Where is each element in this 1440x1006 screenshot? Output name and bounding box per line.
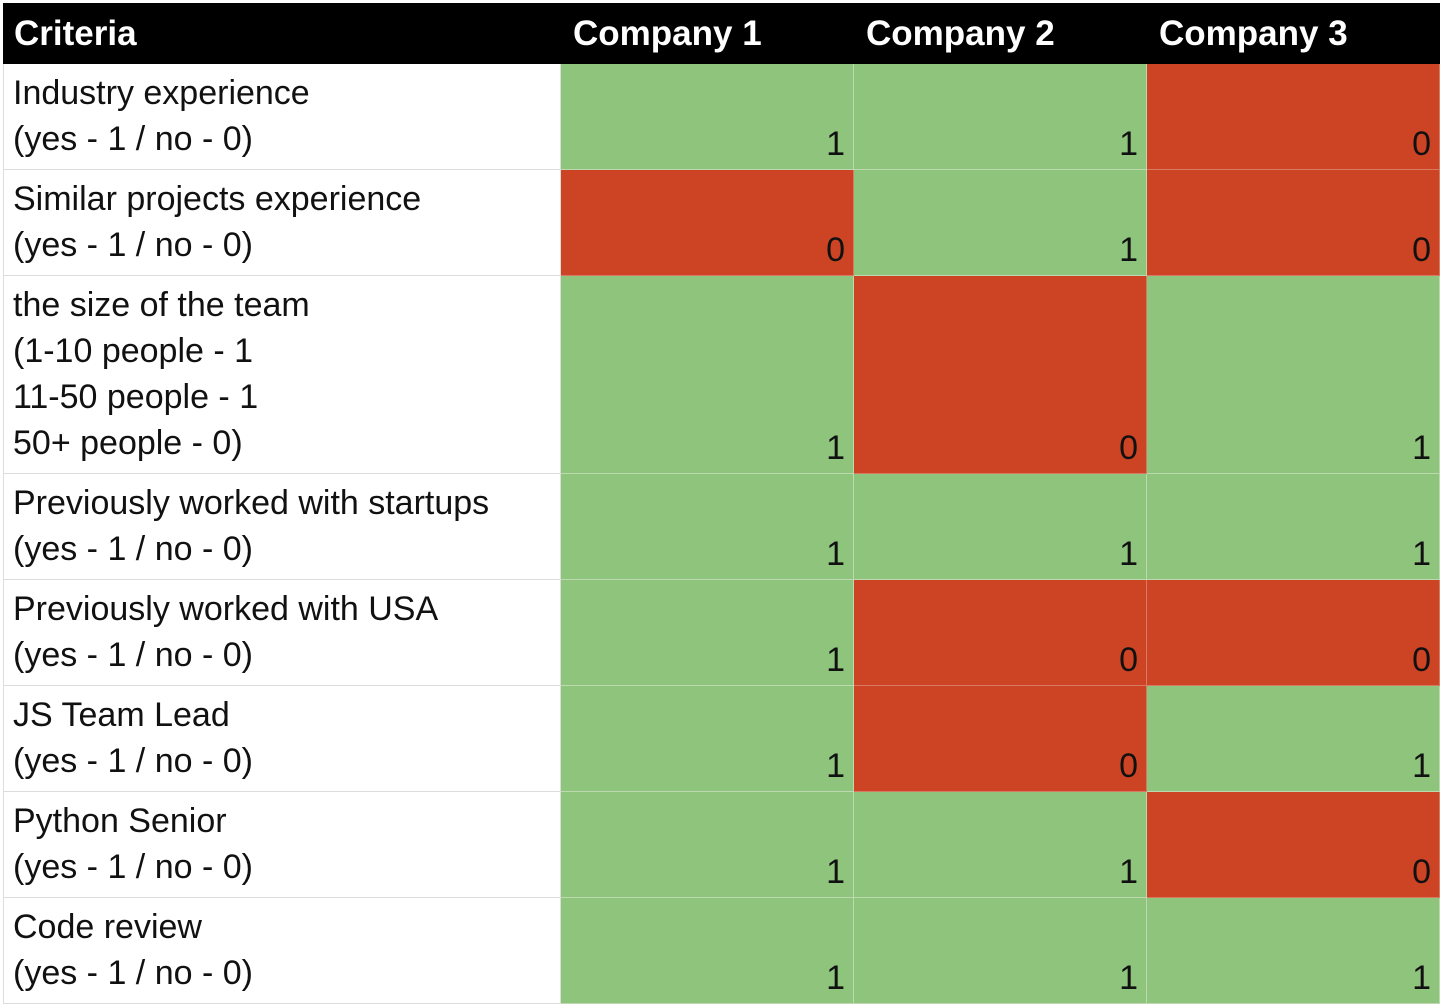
score-cell[interactable]: 0 xyxy=(1146,169,1440,276)
header-company-2[interactable]: Company 2 xyxy=(853,3,1147,64)
score-cell[interactable]: 0 xyxy=(853,579,1147,686)
score-cell[interactable]: 0 xyxy=(1146,579,1440,686)
criteria-cell[interactable]: Previously worked with startups (yes - 1… xyxy=(3,473,561,580)
score-cell[interactable]: 0 xyxy=(853,275,1147,474)
table-row: Previously worked with USA (yes - 1 / no… xyxy=(3,579,1440,686)
table-row: Code review (yes - 1 / no - 0) 1 1 1 xyxy=(3,897,1440,1004)
score-cell[interactable]: 1 xyxy=(560,897,854,1004)
score-cell[interactable]: 1 xyxy=(1146,275,1440,474)
score-cell[interactable]: 1 xyxy=(853,791,1147,898)
criteria-cell[interactable]: JS Team Lead (yes - 1 / no - 0) xyxy=(3,685,561,792)
score-cell[interactable]: 1 xyxy=(560,685,854,792)
table-row: Industry experience (yes - 1 / no - 0) 1… xyxy=(3,63,1440,170)
header-row: Criteria Company 1 Company 2 Company 3 xyxy=(3,3,1440,64)
score-cell[interactable]: 1 xyxy=(560,63,854,170)
table-row: the size of the team (1-10 people - 1 11… xyxy=(3,275,1440,474)
criteria-cell[interactable]: Previously worked with USA (yes - 1 / no… xyxy=(3,579,561,686)
table-row: Previously worked with startups (yes - 1… xyxy=(3,473,1440,580)
score-cell[interactable]: 0 xyxy=(1146,791,1440,898)
score-cell[interactable]: 1 xyxy=(853,897,1147,1004)
table-row: Python Senior (yes - 1 / no - 0) 1 1 0 xyxy=(3,791,1440,898)
criteria-cell[interactable]: Code review (yes - 1 / no - 0) xyxy=(3,897,561,1004)
header-company-1[interactable]: Company 1 xyxy=(560,3,854,64)
comparison-table: Criteria Company 1 Company 2 Company 3 I… xyxy=(3,3,1440,1004)
score-cell[interactable]: 1 xyxy=(1146,685,1440,792)
criteria-cell[interactable]: Python Senior (yes - 1 / no - 0) xyxy=(3,791,561,898)
score-cell[interactable]: 0 xyxy=(560,169,854,276)
criteria-cell[interactable]: Industry experience (yes - 1 / no - 0) xyxy=(3,63,561,170)
score-cell[interactable]: 1 xyxy=(853,169,1147,276)
criteria-cell[interactable]: Similar projects experience (yes - 1 / n… xyxy=(3,169,561,276)
table-row: Similar projects experience (yes - 1 / n… xyxy=(3,169,1440,276)
score-cell[interactable]: 1 xyxy=(560,791,854,898)
table-row: JS Team Lead (yes - 1 / no - 0) 1 0 1 xyxy=(3,685,1440,792)
score-cell[interactable]: 0 xyxy=(1146,63,1440,170)
score-cell[interactable]: 1 xyxy=(853,473,1147,580)
score-cell[interactable]: 1 xyxy=(853,63,1147,170)
score-cell[interactable]: 1 xyxy=(560,579,854,686)
header-company-3[interactable]: Company 3 xyxy=(1146,3,1440,64)
score-cell[interactable]: 1 xyxy=(560,473,854,580)
header-criteria[interactable]: Criteria xyxy=(3,3,561,64)
score-cell[interactable]: 1 xyxy=(560,275,854,474)
score-cell[interactable]: 1 xyxy=(1146,897,1440,1004)
score-cell[interactable]: 0 xyxy=(853,685,1147,792)
score-cell[interactable]: 1 xyxy=(1146,473,1440,580)
criteria-cell[interactable]: the size of the team (1-10 people - 1 11… xyxy=(3,275,561,474)
